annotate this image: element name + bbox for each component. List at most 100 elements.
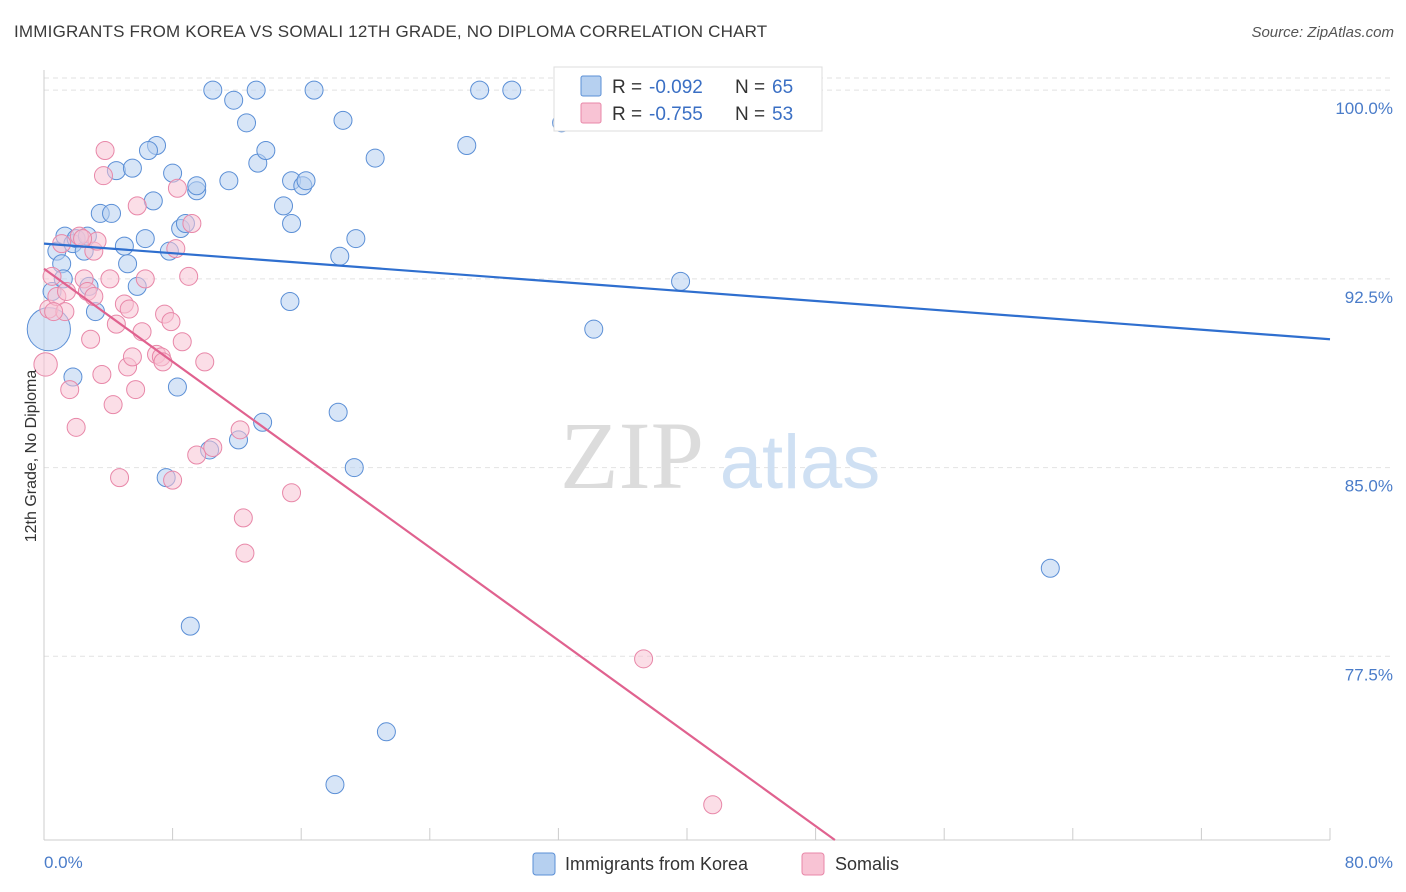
data-point-korea (237, 113, 257, 133)
data-point-korea (328, 402, 348, 422)
legend-r-label-korea: R = (612, 77, 642, 98)
data-point-korea (167, 377, 187, 397)
legend-swatch-somali (580, 102, 602, 124)
data-point-somali (167, 178, 187, 198)
legend-r-value-korea: -0.092 (649, 77, 703, 98)
data-point-somali (93, 166, 113, 186)
data-point-korea (180, 616, 200, 636)
data-point-korea (365, 148, 385, 168)
data-point-somali (161, 312, 181, 332)
data-point-korea (346, 229, 366, 249)
data-point-korea (246, 80, 266, 100)
trend-line-somali (43, 267, 836, 841)
data-point-korea (282, 213, 302, 233)
data-point-korea (253, 412, 273, 432)
y-tick-label: 85.0% (1345, 477, 1393, 496)
legend: R = -0.092 N = 65 R = -0.755 N = 53 (553, 66, 823, 132)
y-tick-label: 77.5% (1345, 665, 1393, 684)
data-point-somali (195, 352, 215, 372)
data-point-korea (333, 110, 353, 130)
legend-r-label-somali: R = (612, 104, 642, 125)
data-point-somali (92, 364, 112, 384)
data-point-korea (584, 319, 604, 339)
data-point-somali (73, 229, 93, 249)
data-point-korea (187, 176, 207, 196)
data-point-korea (457, 135, 477, 155)
bottom-legend-label-korea: Immigrants from Korea (565, 854, 749, 874)
axes (43, 70, 1331, 841)
legend-r-value-somali: -0.755 (649, 104, 703, 125)
data-point-somali (100, 269, 120, 289)
bottom-legend-swatch-korea (532, 852, 556, 876)
data-point-somali (110, 468, 130, 488)
data-point-somali (230, 420, 250, 440)
legend-swatch-korea (580, 75, 602, 97)
legend-n-label-korea: N = (735, 77, 765, 98)
series-korea-points (26, 80, 1060, 795)
data-point-korea (330, 246, 350, 266)
data-point-somali (179, 266, 199, 286)
data-point-korea (502, 80, 522, 100)
data-point-korea (102, 203, 122, 223)
data-point-korea (296, 171, 316, 191)
data-point-somali (135, 269, 155, 289)
data-point-korea (470, 80, 490, 100)
watermark-zip: ZIP (560, 402, 704, 509)
bottom-legend-label-somali: Somalis (835, 854, 899, 874)
y-tick-labels: 100.0% 92.5% 85.0% 77.5% (1335, 99, 1393, 684)
data-point-somali (95, 141, 115, 161)
legend-n-label-somali: N = (735, 104, 765, 125)
data-point-somali (203, 437, 223, 457)
chart-title: IMMIGRANTS FROM KOREA VS SOMALI 12TH GRA… (14, 22, 768, 41)
data-point-korea (671, 271, 691, 291)
data-point-korea (114, 236, 134, 256)
data-point-somali (703, 795, 723, 815)
data-point-somali (282, 483, 302, 503)
data-point-korea (280, 292, 300, 312)
data-point-somali (44, 302, 64, 322)
watermark-atlas: atlas (720, 420, 881, 505)
data-point-korea (224, 90, 244, 110)
data-point-somali (163, 470, 183, 490)
data-point-korea (376, 722, 396, 742)
data-point-somali (33, 352, 58, 377)
data-point-somali (106, 314, 126, 334)
data-point-korea (344, 458, 364, 478)
data-point-korea (256, 141, 276, 161)
y-axis-label: 12th Grade, No Diploma (23, 370, 40, 543)
data-point-somali (182, 213, 202, 233)
legend-n-value-somali: 53 (772, 104, 793, 125)
trend-lines (43, 242, 1331, 841)
data-point-somali (119, 299, 139, 319)
x-tick-label: 80.0% (1345, 853, 1393, 872)
data-point-somali (634, 649, 654, 669)
gridlines (44, 77, 1390, 657)
data-point-somali (66, 417, 86, 437)
data-point-somali (172, 332, 192, 352)
bottom-legend-swatch-somali (801, 852, 825, 876)
y-tick-label: 92.5% (1345, 288, 1393, 307)
data-point-korea (274, 196, 294, 216)
data-point-korea (143, 191, 163, 211)
source-label: Source: ZipAtlas.com (1251, 24, 1394, 41)
data-point-korea (138, 141, 158, 161)
data-point-korea (118, 254, 138, 274)
data-point-somali (127, 196, 147, 216)
data-point-korea (203, 80, 223, 100)
trend-line-korea (43, 242, 1331, 341)
data-point-somali (122, 347, 142, 367)
x-tick-label: 0.0% (44, 853, 83, 872)
data-point-somali (132, 322, 152, 342)
data-point-somali (103, 395, 123, 415)
data-point-korea (304, 80, 324, 100)
data-point-somali (81, 329, 101, 349)
data-point-somali (233, 508, 253, 528)
watermark: ZIP atlas (560, 402, 880, 509)
data-point-korea (122, 158, 142, 178)
data-point-korea (325, 775, 345, 795)
data-point-korea (219, 171, 239, 191)
data-point-somali (126, 380, 146, 400)
legend-n-value-korea: 65 (772, 77, 793, 98)
data-point-somali (84, 286, 104, 306)
